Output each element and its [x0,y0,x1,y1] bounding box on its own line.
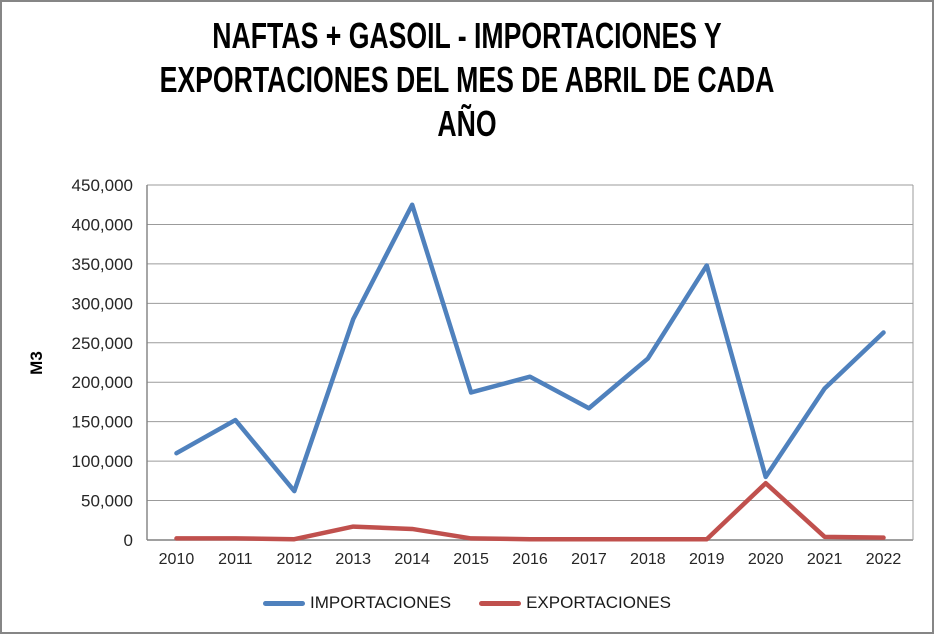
y-tick-label: 100,000 [72,452,133,471]
x-tick-label: 2016 [512,551,548,568]
chart-title: NAFTAS + GASOIL - IMPORTACIONES Y EXPORT… [123,14,811,146]
x-tick-label: 2018 [630,551,666,568]
y-tick-label: 400,000 [72,215,133,234]
y-tick-label: 50,000 [81,492,133,511]
legend: IMPORTACIONES EXPORTACIONES [2,593,932,613]
y-tick-label: 0 [124,531,133,550]
x-tick-label: 2022 [866,551,902,568]
x-tick-label: 2012 [277,551,313,568]
legend-label-importaciones: IMPORTACIONES [310,593,452,612]
importaciones-line-swatch [263,600,306,606]
exportaciones-line-swatch [479,600,522,606]
chart-title-line1: NAFTAS + GASOIL - IMPORTACIONES Y [212,15,722,56]
legend-item-exportaciones: EXPORTACIONES [479,593,671,613]
x-tick-label: 2014 [394,551,430,568]
x-tick-label: 2017 [571,551,607,568]
legend-item-importaciones: IMPORTACIONES [263,593,451,613]
x-tick-label: 2010 [159,551,195,568]
y-tick-label: 450,000 [72,176,133,195]
x-tick-label: 2015 [453,551,489,568]
x-tick-label: 2013 [335,551,371,568]
y-tick-label: 150,000 [72,413,133,432]
x-tick-label: 2021 [807,551,843,568]
y-tick-label: 200,000 [72,373,133,392]
x-tick-label: 2011 [218,551,253,568]
y-tick-label: 300,000 [72,294,133,313]
series-line-importaciones [174,202,886,494]
y-tick-label: 350,000 [72,255,133,274]
x-tick-label: 2019 [689,551,725,568]
y-tick-label: 250,000 [72,334,133,353]
legend-label-exportaciones: EXPORTACIONES [526,593,671,612]
chart-title-line3: AÑO [437,103,497,144]
y-axis-title: M3 [27,351,46,375]
x-tick-label: 2020 [748,551,784,568]
chart-title-line2: EXPORTACIONES DEL MES DE ABRIL DE CADA [159,59,775,100]
series-line-exportaciones [174,480,886,542]
